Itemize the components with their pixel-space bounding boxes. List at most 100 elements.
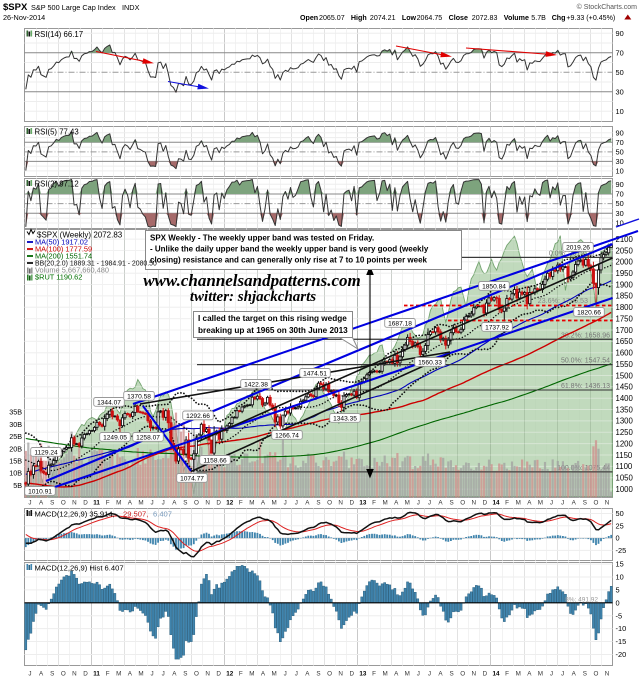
- svg-text:1900: 1900: [616, 280, 634, 289]
- svg-text:S: S: [50, 671, 54, 678]
- svg-text:1200: 1200: [616, 439, 634, 448]
- svg-text:2065.07: 2065.07: [319, 14, 345, 22]
- svg-text:A: A: [305, 671, 310, 678]
- svg-text:30: 30: [616, 209, 624, 218]
- svg-text:50: 50: [616, 68, 624, 77]
- svg-text:1100: 1100: [616, 462, 633, 471]
- svg-text:F: F: [106, 671, 110, 678]
- svg-text:1050: 1050: [616, 474, 634, 483]
- svg-text:38.2%: 1658.96: 38.2%: 1658.96: [561, 332, 610, 339]
- svg-text:M: M: [405, 671, 410, 678]
- svg-text:A: A: [39, 500, 44, 507]
- svg-text:M: M: [138, 671, 143, 678]
- svg-text:INDX: INDX: [122, 3, 140, 12]
- svg-text:1370.58: 1370.58: [127, 393, 151, 400]
- svg-text:N: N: [72, 500, 77, 507]
- svg-text:J: J: [550, 500, 553, 507]
- svg-text:1650: 1650: [616, 337, 634, 346]
- svg-text:50: 50: [616, 199, 624, 208]
- svg-text:26-Nov-2014: 26-Nov-2014: [3, 13, 45, 22]
- svg-text:1474.51: 1474.51: [303, 370, 327, 377]
- svg-text:12: 12: [226, 671, 234, 678]
- svg-text:1800: 1800: [616, 303, 634, 312]
- svg-text:- Unlike the daily upper band: - Unlike the daily upper band the weekly…: [150, 245, 429, 254]
- svg-text:J: J: [28, 500, 31, 507]
- svg-text:S: S: [449, 671, 453, 678]
- svg-text:1950: 1950: [616, 269, 634, 278]
- svg-text:-25: -25: [616, 546, 627, 555]
- svg-text:SPX Weekly - The weekly upper: SPX Weekly - The weekly upper band was t…: [150, 234, 374, 243]
- svg-text:M: M: [382, 500, 387, 507]
- svg-text:1550: 1550: [616, 360, 634, 369]
- svg-text:1343.35: 1343.35: [333, 415, 357, 422]
- svg-text:M: M: [516, 500, 521, 507]
- svg-text:Volume 5,667,660,480: Volume 5,667,660,480: [35, 266, 109, 275]
- svg-text:15: 15: [616, 560, 624, 569]
- svg-text:M: M: [405, 500, 410, 507]
- svg-text:O: O: [61, 671, 66, 678]
- svg-text:D: D: [350, 671, 355, 678]
- svg-text:1350: 1350: [616, 405, 634, 414]
- svg-text:D: D: [483, 671, 488, 678]
- svg-text:1850.84: 1850.84: [482, 283, 506, 290]
- svg-text:RSI(14) 66.17: RSI(14) 66.17: [35, 30, 84, 39]
- svg-text:F: F: [372, 671, 376, 678]
- svg-text:RSI(5) 77.43: RSI(5) 77.43: [35, 128, 79, 137]
- svg-text:2050: 2050: [616, 246, 634, 255]
- svg-text:$SPX: $SPX: [3, 2, 28, 13]
- svg-text:J: J: [417, 671, 420, 678]
- svg-text:13: 13: [359, 671, 367, 678]
- svg-text:5B: 5B: [13, 481, 22, 490]
- svg-text:O: O: [194, 671, 199, 678]
- svg-text:M: M: [249, 671, 254, 678]
- svg-text:O: O: [593, 671, 598, 678]
- svg-text:1422.38: 1422.38: [244, 381, 268, 388]
- svg-text:A: A: [128, 500, 133, 507]
- svg-text:5.7B: 5.7B: [531, 14, 546, 22]
- svg-text:1750: 1750: [616, 314, 634, 323]
- svg-text:50.0%: 1547.54: 50.0%: 1547.54: [561, 358, 610, 365]
- svg-text:90: 90: [616, 128, 624, 137]
- svg-text:N: N: [605, 671, 610, 678]
- svg-text:70: 70: [616, 190, 624, 199]
- svg-text:1344.07: 1344.07: [97, 399, 121, 406]
- svg-text:$SPX (Weekly) 2072.83: $SPX (Weekly) 2072.83: [37, 231, 123, 240]
- svg-text:12: 12: [226, 500, 234, 507]
- svg-text:1737.92: 1737.92: [485, 324, 509, 331]
- svg-text:30B: 30B: [9, 420, 22, 429]
- svg-text:1560.33: 1560.33: [418, 359, 442, 366]
- svg-text:A: A: [438, 500, 443, 507]
- svg-text:M: M: [138, 500, 143, 507]
- svg-text:13: 13: [359, 500, 367, 507]
- svg-text:70: 70: [616, 48, 624, 57]
- svg-text:O: O: [327, 500, 332, 507]
- svg-text:MA(100) 1777.59: MA(100) 1777.59: [35, 245, 92, 254]
- svg-text:MA(200) 1551.74: MA(200) 1551.74: [35, 252, 92, 261]
- svg-text:10B: 10B: [9, 469, 22, 478]
- svg-text:1249.05: 1249.05: [103, 434, 127, 441]
- svg-text:www.channelsandpatterns.com: www.channelsandpatterns.com: [143, 271, 361, 290]
- svg-text:D: D: [83, 500, 88, 507]
- svg-text:1450: 1450: [616, 383, 634, 392]
- svg-text:Close: Close: [449, 14, 468, 22]
- svg-text:1158.66: 1158.66: [203, 457, 227, 464]
- svg-text:1850: 1850: [616, 292, 634, 301]
- svg-text:1250: 1250: [616, 428, 634, 437]
- svg-text:J: J: [561, 671, 564, 678]
- svg-text:J: J: [162, 671, 165, 678]
- svg-text:J: J: [284, 500, 287, 507]
- svg-text:2072.83: 2072.83: [472, 14, 498, 22]
- svg-text:6.407: 6.407: [153, 510, 172, 519]
- svg-text:J: J: [428, 500, 431, 507]
- svg-text:-5: -5: [616, 611, 623, 620]
- svg-text:J: J: [417, 500, 420, 507]
- svg-text:O: O: [327, 671, 332, 678]
- svg-text:1150: 1150: [616, 451, 633, 460]
- svg-text:10: 10: [616, 573, 624, 582]
- svg-text:1500: 1500: [616, 371, 634, 380]
- svg-text:RSI(2) 97.12: RSI(2) 97.12: [35, 180, 79, 189]
- svg-text:O: O: [194, 500, 199, 507]
- svg-text:1687.18: 1687.18: [388, 320, 412, 327]
- svg-text:90: 90: [616, 180, 624, 189]
- svg-text:M: M: [249, 500, 254, 507]
